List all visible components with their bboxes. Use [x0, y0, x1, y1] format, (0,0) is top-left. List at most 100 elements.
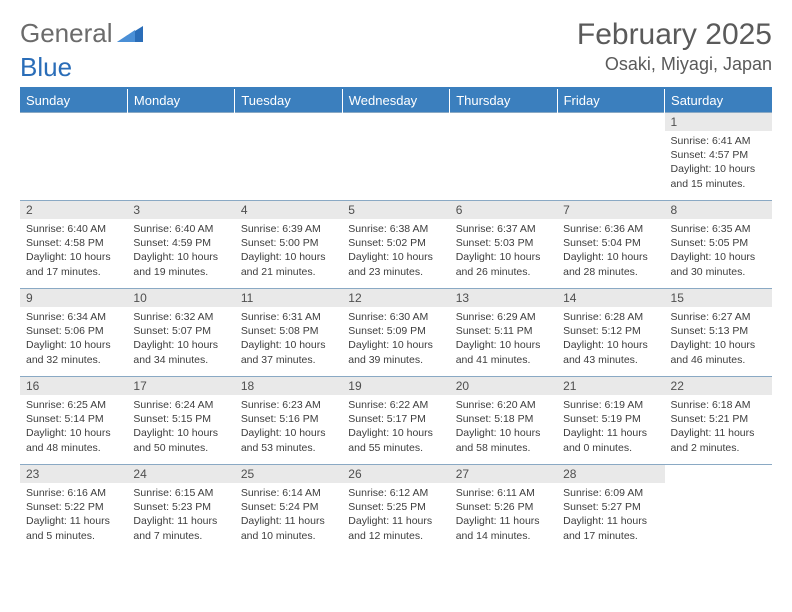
daylight-text-2: and 46 minutes.: [671, 353, 766, 367]
daylight-text-1: Daylight: 10 hours: [563, 338, 658, 352]
day-detail-text: Sunrise: 6:32 AMSunset: 5:07 PMDaylight:…: [127, 307, 234, 371]
day-number: 18: [235, 377, 342, 395]
daylight-text-2: and 30 minutes.: [671, 265, 766, 279]
day-number: 2: [20, 201, 127, 219]
calendar-day-cell: 8Sunrise: 6:35 AMSunset: 5:05 PMDaylight…: [665, 201, 772, 289]
calendar-empty-cell: [665, 465, 772, 553]
day-detail-text: Sunrise: 6:35 AMSunset: 5:05 PMDaylight:…: [665, 219, 772, 283]
location-text: Osaki, Miyagi, Japan: [577, 54, 772, 75]
logo-triangle-icon: [117, 18, 143, 49]
day-detail-text: Sunrise: 6:25 AMSunset: 5:14 PMDaylight:…: [20, 395, 127, 459]
sunset-text: Sunset: 5:02 PM: [348, 236, 443, 250]
day-detail-text: Sunrise: 6:11 AMSunset: 5:26 PMDaylight:…: [450, 483, 557, 547]
day-detail-text: Sunrise: 6:24 AMSunset: 5:15 PMDaylight:…: [127, 395, 234, 459]
day-number: 13: [450, 289, 557, 307]
daylight-text-1: Daylight: 10 hours: [241, 338, 336, 352]
day-detail-text: Sunrise: 6:18 AMSunset: 5:21 PMDaylight:…: [665, 395, 772, 459]
daylight-text-1: Daylight: 11 hours: [348, 514, 443, 528]
sunset-text: Sunset: 4:58 PM: [26, 236, 121, 250]
daylight-text-1: Daylight: 10 hours: [348, 250, 443, 264]
day-detail-text: Sunrise: 6:34 AMSunset: 5:06 PMDaylight:…: [20, 307, 127, 371]
day-number: 25: [235, 465, 342, 483]
sunrise-text: Sunrise: 6:25 AM: [26, 398, 121, 412]
sunrise-text: Sunrise: 6:36 AM: [563, 222, 658, 236]
daylight-text-2: and 15 minutes.: [671, 177, 766, 191]
day-number: 26: [342, 465, 449, 483]
daylight-text-1: Daylight: 11 hours: [241, 514, 336, 528]
daylight-text-1: Daylight: 10 hours: [26, 338, 121, 352]
sunset-text: Sunset: 5:18 PM: [456, 412, 551, 426]
sunrise-text: Sunrise: 6:16 AM: [26, 486, 121, 500]
daylight-text-2: and 34 minutes.: [133, 353, 228, 367]
weekday-header-row: SundayMondayTuesdayWednesdayThursdayFrid…: [20, 89, 772, 113]
sunrise-text: Sunrise: 6:38 AM: [348, 222, 443, 236]
day-detail-text: Sunrise: 6:37 AMSunset: 5:03 PMDaylight:…: [450, 219, 557, 283]
calendar-week-row: 9Sunrise: 6:34 AMSunset: 5:06 PMDaylight…: [20, 289, 772, 377]
day-number: 17: [127, 377, 234, 395]
day-detail-text: Sunrise: 6:19 AMSunset: 5:19 PMDaylight:…: [557, 395, 664, 459]
sunset-text: Sunset: 5:13 PM: [671, 324, 766, 338]
header: General February 2025 Osaki, Miyagi, Jap…: [20, 18, 772, 75]
day-number: 15: [665, 289, 772, 307]
sunrise-text: Sunrise: 6:29 AM: [456, 310, 551, 324]
day-number: 10: [127, 289, 234, 307]
logo-word-1: General: [20, 18, 113, 49]
sunset-text: Sunset: 5:25 PM: [348, 500, 443, 514]
sunset-text: Sunset: 5:07 PM: [133, 324, 228, 338]
daylight-text-1: Daylight: 10 hours: [563, 250, 658, 264]
sunset-text: Sunset: 4:57 PM: [671, 148, 766, 162]
day-detail-text: Sunrise: 6:15 AMSunset: 5:23 PMDaylight:…: [127, 483, 234, 547]
day-detail-text: Sunrise: 6:16 AMSunset: 5:22 PMDaylight:…: [20, 483, 127, 547]
weekday-header: Sunday: [20, 89, 127, 113]
daylight-text-1: Daylight: 10 hours: [133, 338, 228, 352]
calendar-empty-cell: [20, 113, 127, 201]
daylight-text-2: and 26 minutes.: [456, 265, 551, 279]
sunrise-text: Sunrise: 6:32 AM: [133, 310, 228, 324]
calendar-day-cell: 27Sunrise: 6:11 AMSunset: 5:26 PMDayligh…: [450, 465, 557, 553]
day-detail-text: Sunrise: 6:40 AMSunset: 4:59 PMDaylight:…: [127, 219, 234, 283]
day-number: 5: [342, 201, 449, 219]
day-number: 11: [235, 289, 342, 307]
sunrise-text: Sunrise: 6:20 AM: [456, 398, 551, 412]
daylight-text-1: Daylight: 11 hours: [456, 514, 551, 528]
calendar-day-cell: 14Sunrise: 6:28 AMSunset: 5:12 PMDayligh…: [557, 289, 664, 377]
daylight-text-1: Daylight: 10 hours: [133, 250, 228, 264]
daylight-text-2: and 39 minutes.: [348, 353, 443, 367]
calendar-day-cell: 16Sunrise: 6:25 AMSunset: 5:14 PMDayligh…: [20, 377, 127, 465]
daylight-text-2: and 2 minutes.: [671, 441, 766, 455]
calendar-empty-cell: [235, 113, 342, 201]
calendar-day-cell: 13Sunrise: 6:29 AMSunset: 5:11 PMDayligh…: [450, 289, 557, 377]
sunrise-text: Sunrise: 6:27 AM: [671, 310, 766, 324]
sunset-text: Sunset: 5:23 PM: [133, 500, 228, 514]
sunrise-text: Sunrise: 6:41 AM: [671, 134, 766, 148]
sunrise-text: Sunrise: 6:23 AM: [241, 398, 336, 412]
daylight-text-1: Daylight: 11 hours: [563, 426, 658, 440]
sunrise-text: Sunrise: 6:18 AM: [671, 398, 766, 412]
weekday-header: Thursday: [450, 89, 557, 113]
calendar-day-cell: 6Sunrise: 6:37 AMSunset: 5:03 PMDaylight…: [450, 201, 557, 289]
daylight-text-1: Daylight: 11 hours: [133, 514, 228, 528]
day-number: 12: [342, 289, 449, 307]
day-detail-text: Sunrise: 6:39 AMSunset: 5:00 PMDaylight:…: [235, 219, 342, 283]
daylight-text-1: Daylight: 10 hours: [26, 250, 121, 264]
day-number: 19: [342, 377, 449, 395]
calendar-day-cell: 20Sunrise: 6:20 AMSunset: 5:18 PMDayligh…: [450, 377, 557, 465]
sunrise-text: Sunrise: 6:09 AM: [563, 486, 658, 500]
sunrise-text: Sunrise: 6:31 AM: [241, 310, 336, 324]
daylight-text-1: Daylight: 11 hours: [671, 426, 766, 440]
sunrise-text: Sunrise: 6:24 AM: [133, 398, 228, 412]
day-detail-text: Sunrise: 6:41 AMSunset: 4:57 PMDaylight:…: [665, 131, 772, 195]
calendar-day-cell: 11Sunrise: 6:31 AMSunset: 5:08 PMDayligh…: [235, 289, 342, 377]
day-detail-text: Sunrise: 6:23 AMSunset: 5:16 PMDaylight:…: [235, 395, 342, 459]
daylight-text-1: Daylight: 10 hours: [241, 250, 336, 264]
daylight-text-2: and 53 minutes.: [241, 441, 336, 455]
sunset-text: Sunset: 5:22 PM: [26, 500, 121, 514]
daylight-text-2: and 17 minutes.: [563, 529, 658, 543]
day-detail-text: Sunrise: 6:27 AMSunset: 5:13 PMDaylight:…: [665, 307, 772, 371]
sunrise-text: Sunrise: 6:19 AM: [563, 398, 658, 412]
day-detail-text: Sunrise: 6:22 AMSunset: 5:17 PMDaylight:…: [342, 395, 449, 459]
sunrise-text: Sunrise: 6:15 AM: [133, 486, 228, 500]
daylight-text-2: and 23 minutes.: [348, 265, 443, 279]
daylight-text-1: Daylight: 10 hours: [348, 426, 443, 440]
calendar-empty-cell: [450, 113, 557, 201]
